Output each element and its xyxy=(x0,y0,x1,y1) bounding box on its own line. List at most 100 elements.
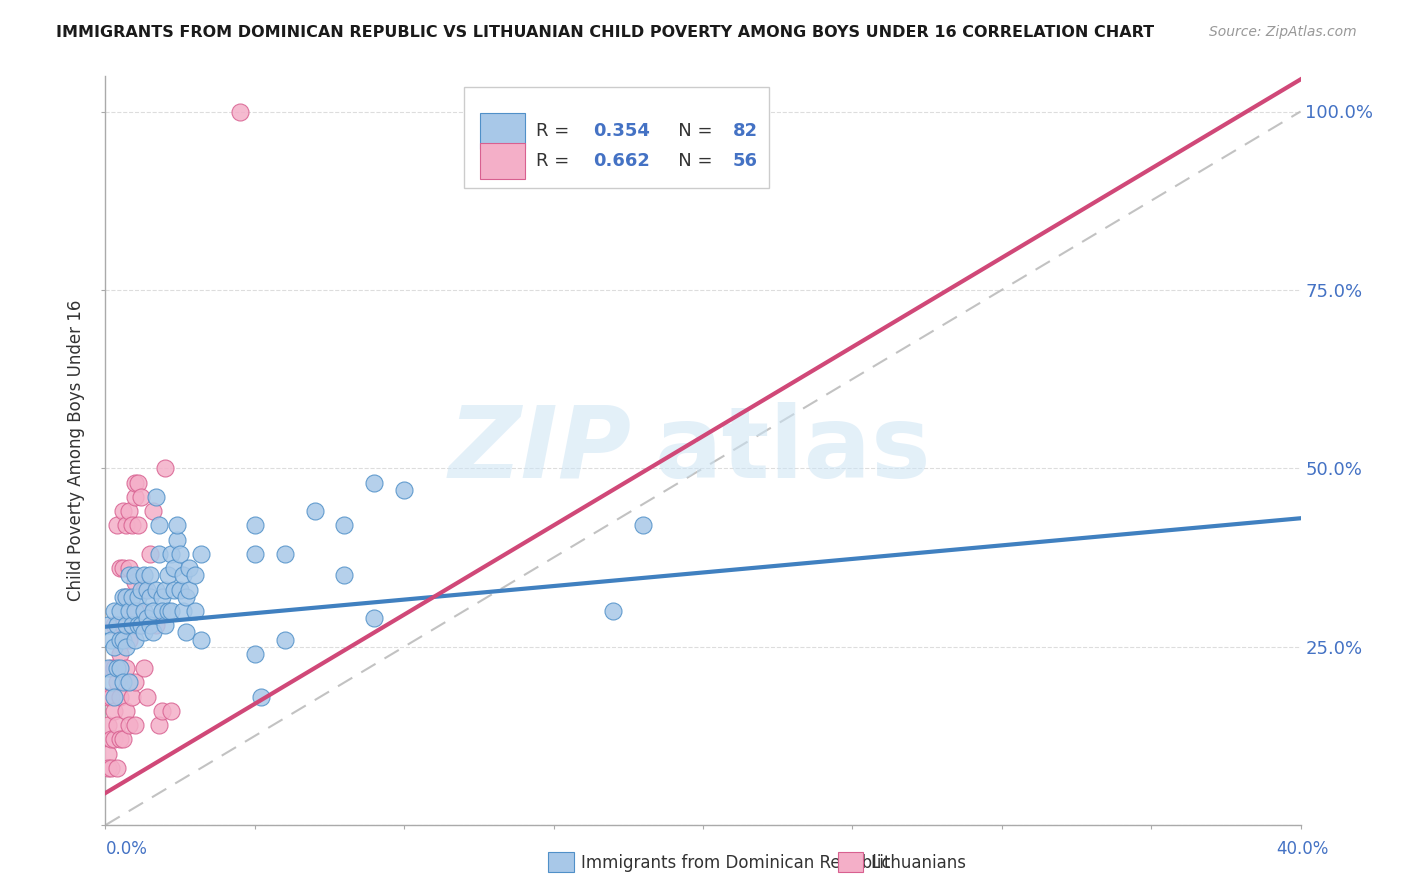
Point xyxy=(139,547,162,561)
FancyBboxPatch shape xyxy=(464,87,769,188)
Point xyxy=(148,547,170,561)
Point xyxy=(100,675,122,690)
Point xyxy=(163,561,186,575)
Point xyxy=(100,632,122,647)
Point xyxy=(103,640,125,654)
Point xyxy=(115,640,138,654)
Point xyxy=(243,518,266,533)
Point xyxy=(333,518,356,533)
Point xyxy=(103,618,125,632)
Point xyxy=(155,618,177,632)
Point xyxy=(184,568,207,582)
Text: 40.0%: 40.0% xyxy=(1277,840,1329,858)
Point xyxy=(129,490,153,504)
Point xyxy=(134,625,156,640)
Point xyxy=(142,504,165,518)
Point xyxy=(103,661,125,675)
Point xyxy=(112,732,135,747)
Point xyxy=(100,732,122,747)
Point xyxy=(112,504,135,518)
Point xyxy=(97,718,120,732)
Point xyxy=(110,561,132,575)
Point xyxy=(150,590,173,604)
Point xyxy=(136,690,159,704)
Point xyxy=(363,475,385,490)
Point xyxy=(136,611,159,625)
Point xyxy=(118,675,141,690)
Point xyxy=(129,618,153,632)
Point xyxy=(172,604,194,618)
Point xyxy=(166,533,188,547)
Point xyxy=(124,632,146,647)
Text: 0.0%: 0.0% xyxy=(105,840,148,858)
Point xyxy=(115,704,138,718)
Point xyxy=(150,704,173,718)
Point xyxy=(163,582,186,597)
Point xyxy=(134,568,156,582)
Point xyxy=(177,582,201,597)
Point xyxy=(250,690,273,704)
Point xyxy=(174,590,197,604)
Point xyxy=(110,661,132,675)
Point xyxy=(118,718,141,732)
Point xyxy=(160,704,183,718)
Text: 56: 56 xyxy=(733,152,758,170)
Point xyxy=(115,590,138,604)
Point xyxy=(273,632,295,647)
Point xyxy=(121,518,143,533)
Point xyxy=(363,611,385,625)
Point xyxy=(103,732,125,747)
Point xyxy=(115,661,138,675)
Point xyxy=(127,604,149,618)
Point xyxy=(121,618,143,632)
Point xyxy=(115,518,138,533)
Point xyxy=(97,747,120,761)
Point xyxy=(97,690,120,704)
Point xyxy=(107,718,129,732)
Point xyxy=(107,661,129,675)
Point xyxy=(107,618,129,632)
Text: R =: R = xyxy=(536,122,575,140)
FancyBboxPatch shape xyxy=(479,143,524,179)
Point xyxy=(333,568,356,582)
Point xyxy=(177,561,201,575)
Point xyxy=(145,618,167,632)
Point xyxy=(166,518,188,533)
Point xyxy=(112,561,135,575)
Point xyxy=(110,732,132,747)
Point xyxy=(100,690,122,704)
Text: ZIP: ZIP xyxy=(449,402,631,499)
Point xyxy=(273,547,295,561)
Point xyxy=(112,618,135,632)
Point xyxy=(124,575,146,590)
Point xyxy=(121,590,143,604)
Point xyxy=(134,661,156,675)
Text: 0.662: 0.662 xyxy=(593,152,650,170)
Point xyxy=(602,604,624,618)
Point xyxy=(115,590,138,604)
Point xyxy=(115,618,138,632)
Point xyxy=(243,547,266,561)
Point xyxy=(157,604,180,618)
Point xyxy=(304,504,326,518)
Point xyxy=(148,518,170,533)
Point xyxy=(118,632,141,647)
Point xyxy=(127,475,149,490)
Text: Immigrants from Dominican Republic: Immigrants from Dominican Republic xyxy=(581,855,890,872)
Point xyxy=(118,568,141,582)
Point xyxy=(103,604,125,618)
Point xyxy=(136,582,159,597)
Point xyxy=(139,618,162,632)
Point xyxy=(112,632,135,647)
Point xyxy=(243,647,266,661)
Point xyxy=(110,632,132,647)
Point xyxy=(184,604,207,618)
Point xyxy=(118,561,141,575)
Point xyxy=(150,604,173,618)
Point xyxy=(633,518,655,533)
Point xyxy=(121,690,143,704)
Point xyxy=(118,504,141,518)
Point xyxy=(112,675,135,690)
Point xyxy=(100,661,122,675)
Point xyxy=(157,568,180,582)
